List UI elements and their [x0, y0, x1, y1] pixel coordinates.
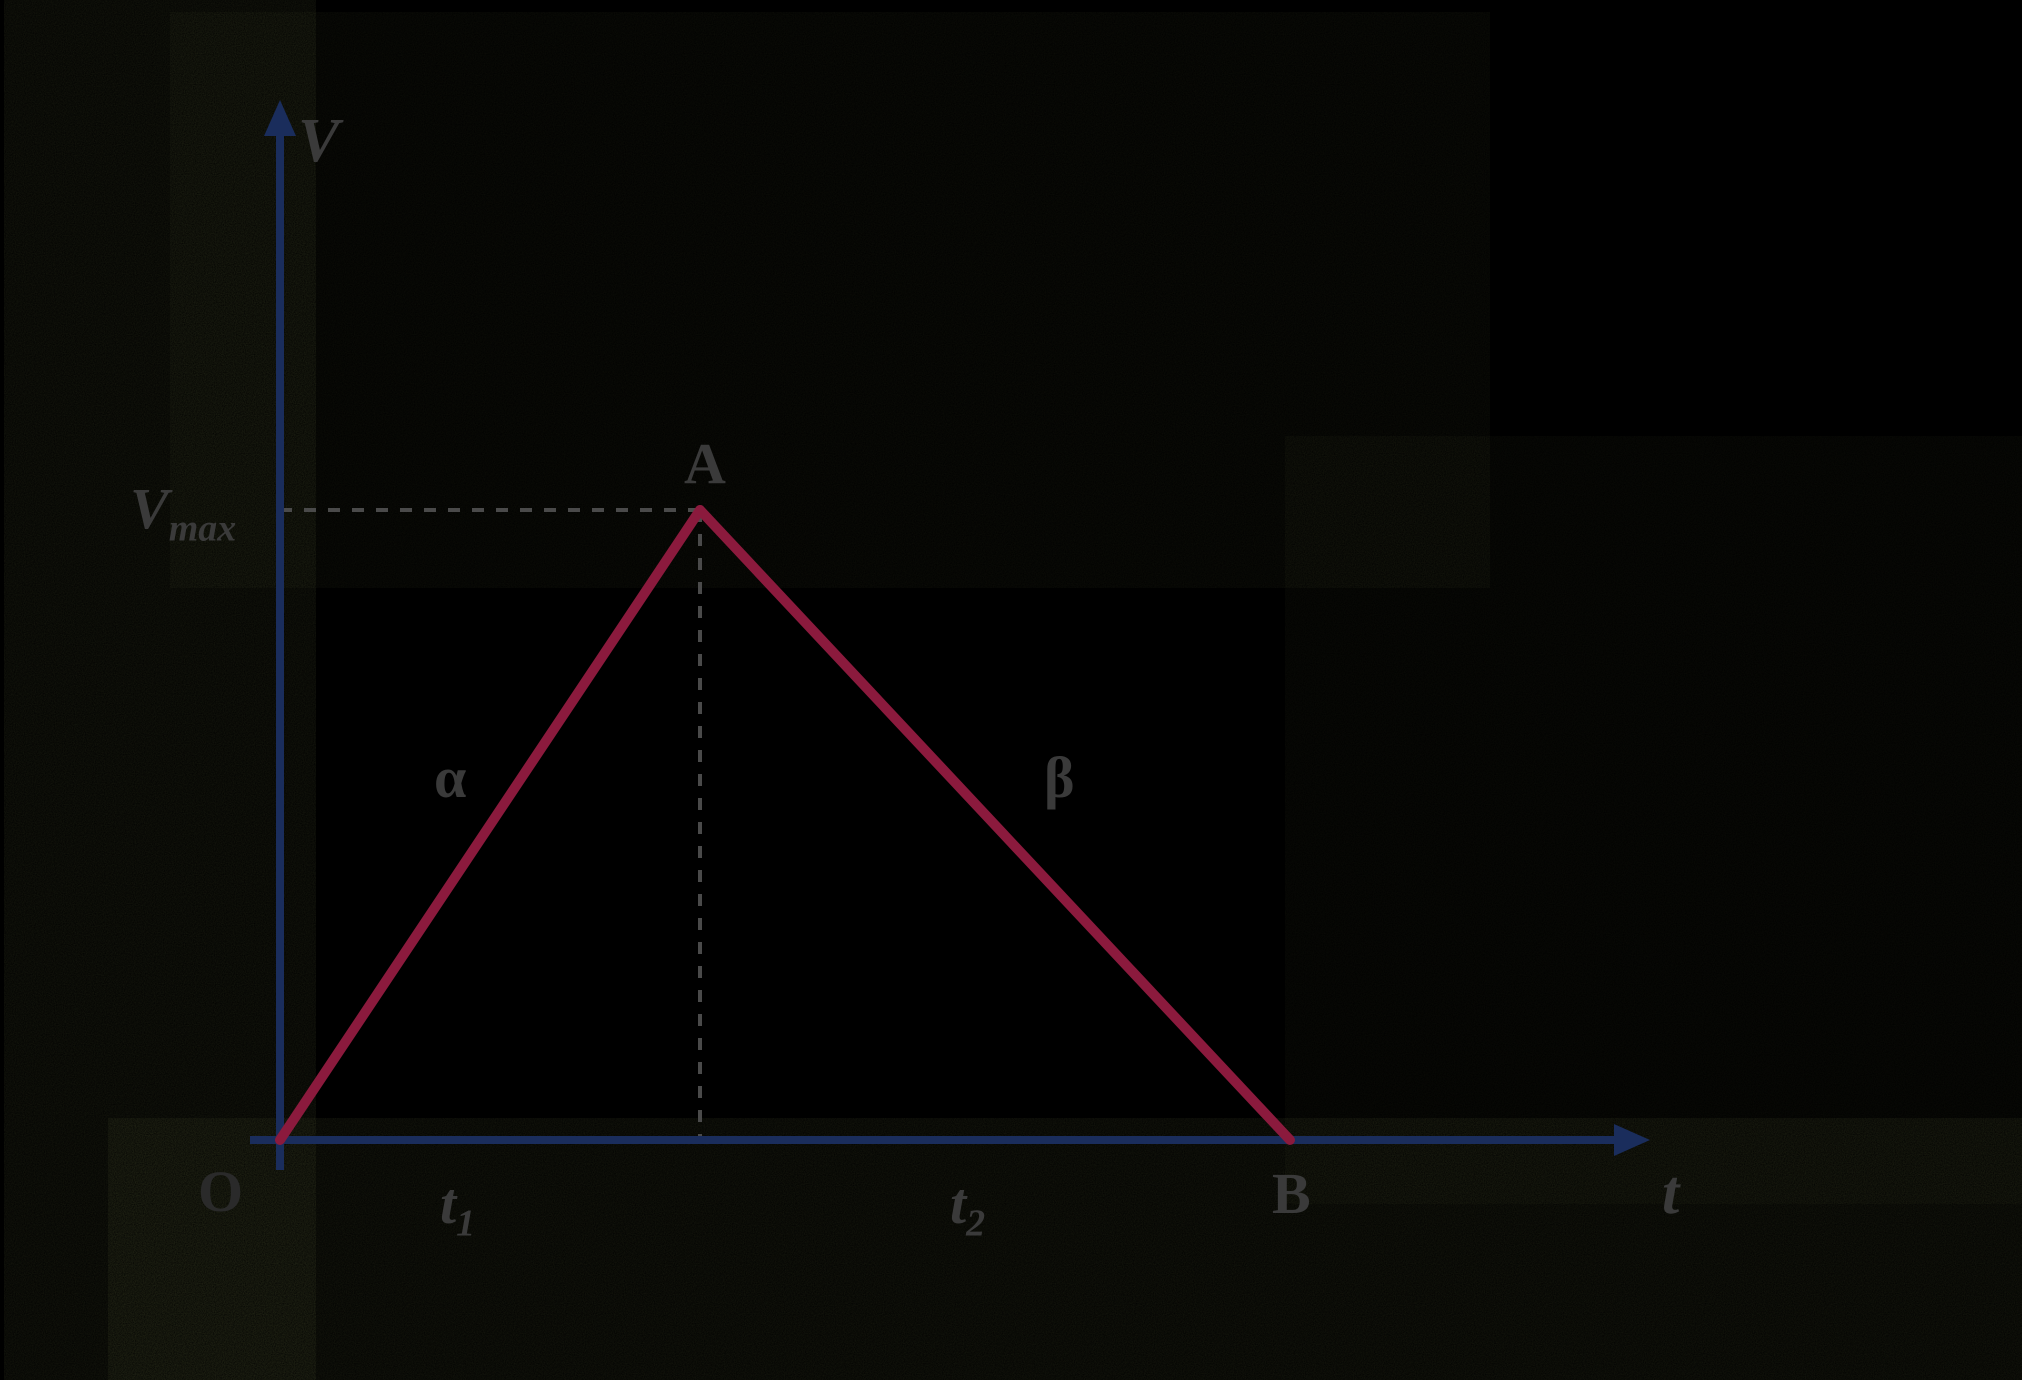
y-axis-label: V — [298, 106, 339, 177]
t2-label: t2 — [950, 1170, 985, 1246]
point-A-label: A — [684, 430, 726, 497]
x-axis-label: t — [1662, 1158, 1679, 1229]
line-OA-acceleration — [280, 510, 700, 1140]
alpha-label: α — [434, 744, 466, 811]
vmax-label: Vmax — [130, 475, 236, 551]
point-B-label: B — [1272, 1160, 1311, 1227]
line-AB-deceleration — [700, 510, 1290, 1140]
noise-texture — [30, 60, 2000, 1360]
t1-label: t1 — [440, 1170, 475, 1246]
chart-svg — [0, 0, 2022, 1380]
beta-label: β — [1044, 744, 1075, 811]
velocity-time-chart: V t O A B Vmax α β t1 t2 — [0, 0, 2022, 1380]
origin-label: O — [198, 1158, 243, 1225]
